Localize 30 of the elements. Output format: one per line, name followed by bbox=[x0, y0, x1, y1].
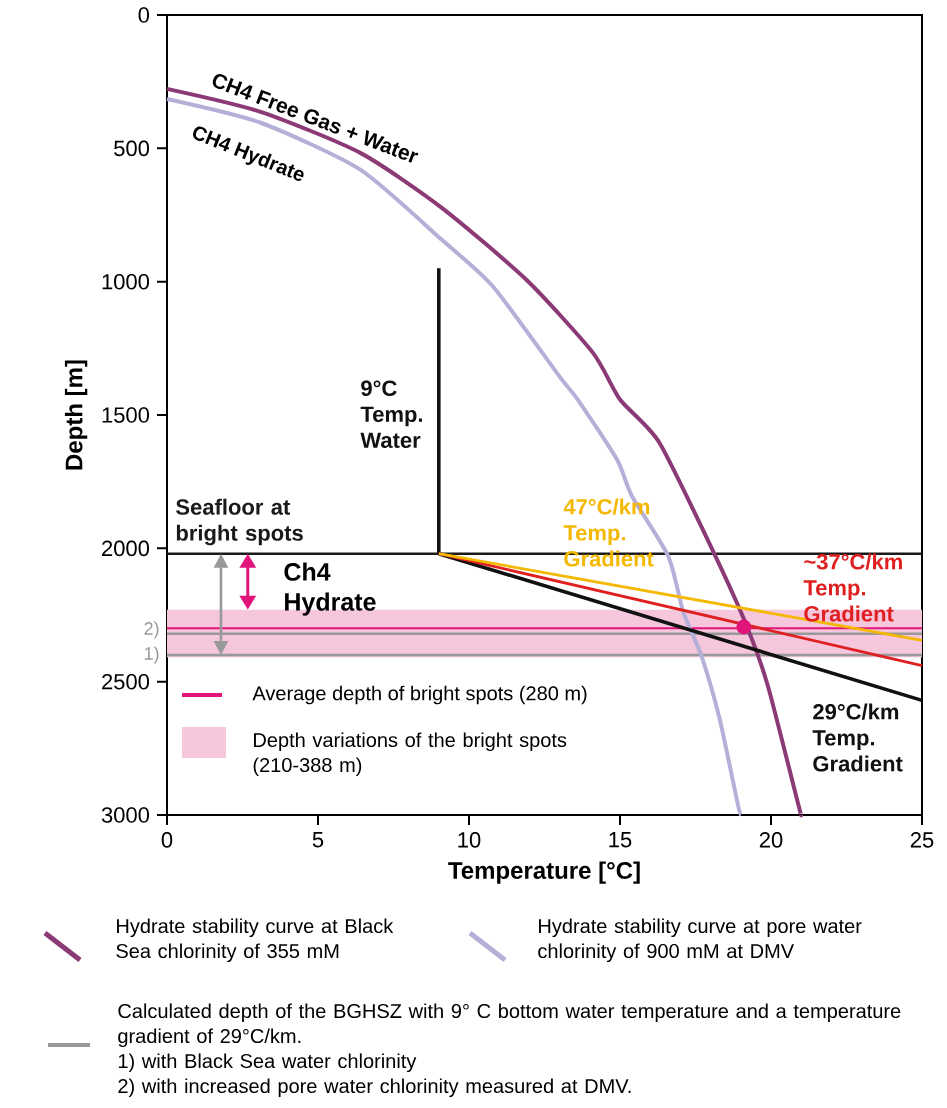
series-label: 29°C/km Temp. Gradient bbox=[812, 703, 903, 772]
y-tick-label: 1500 bbox=[102, 407, 149, 423]
y-tick-label: 2000 bbox=[101, 540, 149, 557]
x-tick-label: 5 bbox=[312, 832, 323, 848]
legend-label: Hydrate stability curve at Black Sea chlorinity of 355 mM bbox=[116, 918, 394, 963]
legend-label: Hydrate stability curve at pore water chlorinity of 900 mM at DMV bbox=[538, 918, 862, 963]
series-label: 47°C/km Temp. Gradient bbox=[563, 498, 654, 567]
series-label: 9°C Temp. Water bbox=[360, 380, 422, 448]
x-axis-title: Temperature [°C] bbox=[448, 861, 640, 884]
text: 2) with increased pore water chlorinity measured at DMV. bbox=[118, 1078, 631, 1098]
x-tick-label: 15 bbox=[609, 832, 632, 848]
x-tick-label: 25 bbox=[910, 832, 934, 848]
y-tick-label: 2500 bbox=[101, 673, 149, 690]
text: 1) bbox=[144, 646, 159, 664]
text: 2) bbox=[144, 621, 159, 639]
text: Calculated depth of the BGHSZ with 9° C bottom water temperature and a temperature gradient of 29°C/km. bbox=[118, 1003, 901, 1048]
y-axis-title: Depth [m] bbox=[64, 360, 88, 470]
y-tick-label: 3000 bbox=[101, 807, 149, 823]
series-label: ~37°C/km Temp. Gradient bbox=[803, 553, 902, 622]
legend-label: Depth variations of the bright spots (210-388 m) bbox=[253, 732, 567, 777]
x-tick-label: 10 bbox=[458, 832, 481, 848]
text: 1) with Black Sea water chlorinity bbox=[118, 1053, 417, 1073]
ref-line-label: Seafloor at bright spots bbox=[175, 498, 303, 546]
y-tick-label: 500 bbox=[113, 140, 149, 157]
x-tick-label: 0 bbox=[161, 832, 173, 848]
x-tick-label: 20 bbox=[759, 832, 783, 848]
y-tick-label: 1000 bbox=[102, 273, 149, 290]
legend-label: Average depth of bright spots (280 m) bbox=[252, 685, 587, 705]
y-tick-label: 0 bbox=[138, 7, 149, 23]
annotation: Ch4 Hydrate bbox=[284, 562, 376, 616]
